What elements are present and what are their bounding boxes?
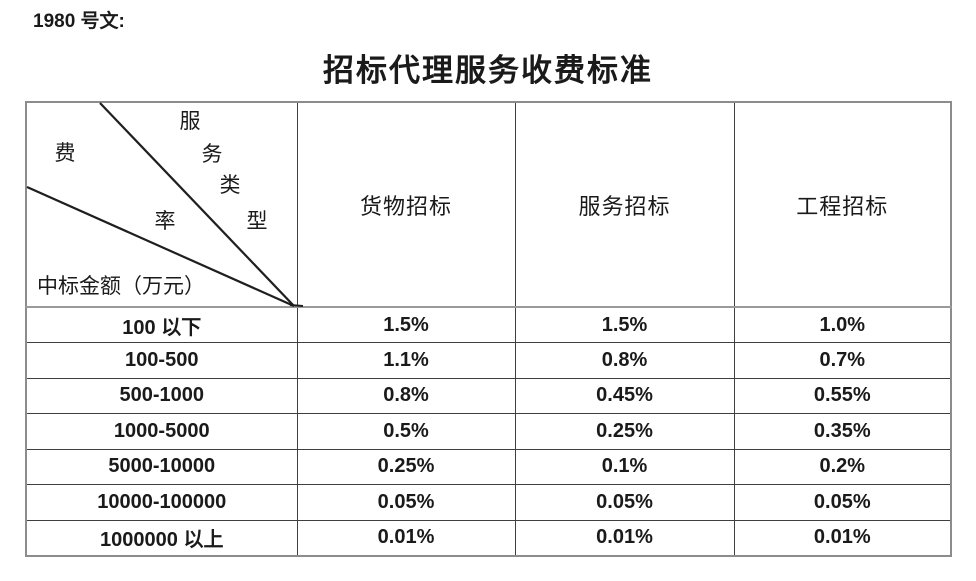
rate-cell: 0.05% (733, 484, 952, 521)
table-row: 5000-10000 0.25% 0.1% 0.2% (25, 448, 952, 485)
amount-range-cell: 1000000 以上 (25, 519, 298, 556)
amount-range-cell: 500-1000 (25, 377, 298, 414)
table-row: 100-500 1.1% 0.8% 0.7% (25, 342, 952, 379)
rate-cell: 0.35% (733, 413, 952, 450)
amount-range-cell: 1000-5000 (25, 413, 298, 450)
diagonal-divider-lines (26, 102, 304, 308)
corner-label-fee-rate-char: 费 (54, 141, 76, 165)
corner-label-service-type-char: 服 (179, 109, 201, 133)
rate-cell: 0.05% (514, 484, 735, 521)
rate-cell: 0.8% (296, 377, 516, 414)
rate-cell: 0.01% (733, 519, 952, 556)
column-header-goods-bidding: 货物招标 (296, 101, 516, 308)
corner-label-fee-rate-char: 率 (154, 209, 176, 233)
table-row: 1000-5000 0.5% 0.25% 0.35% (25, 413, 952, 450)
diagonal-arrow-tip (289, 304, 304, 307)
rate-cell: 1.5% (514, 306, 735, 343)
rate-cell: 0.45% (514, 377, 735, 414)
amount-range-cell: 5000-10000 (25, 448, 298, 485)
table-row: 500-1000 0.8% 0.45% 0.55% (25, 377, 952, 414)
rate-cell: 1.1% (296, 342, 516, 379)
corner-label-service-type-char: 类 (219, 173, 241, 197)
diagonal-line-lower (26, 185, 295, 308)
table-row: 10000-100000 0.05% 0.05% 0.05% (25, 484, 952, 521)
rate-cell: 0.01% (296, 519, 516, 556)
rate-cell: 0.5% (296, 413, 516, 450)
rate-cell: 1.5% (296, 306, 516, 343)
corner-label-service-type-char: 型 (246, 209, 268, 233)
rate-cell: 0.01% (514, 519, 735, 556)
corner-label-service-type-char: 务 (201, 142, 223, 166)
fee-table: 服 务 类 型 费 率 中标金额（万元） 货物招标 服务招标 工程招标 100 … (25, 101, 952, 557)
rate-cell: 0.8% (514, 342, 735, 379)
rate-cell: 0.25% (514, 413, 735, 450)
table-row: 1000000 以上 0.01% 0.01% 0.01% (25, 519, 952, 556)
corner-label-amount: 中标金额（万元） (37, 274, 205, 298)
rate-cell: 0.1% (514, 448, 735, 485)
rate-cell: 0.7% (733, 342, 952, 379)
page-title: 招标代理服务收费标准 (323, 53, 653, 88)
column-header-services-bidding: 服务招标 (514, 101, 735, 308)
doc-reference: 1980 号文: (33, 11, 125, 32)
rate-cell: 0.2% (733, 448, 952, 485)
table-header-row: 服 务 类 型 费 率 中标金额（万元） 货物招标 服务招标 工程招标 (25, 101, 952, 308)
table-row: 100 以下 1.5% 1.5% 1.0% (25, 306, 952, 343)
rate-cell: 0.05% (296, 484, 516, 521)
rate-cell: 0.25% (296, 448, 516, 485)
amount-range-cell: 100-500 (25, 342, 298, 379)
diagonal-line-upper (99, 102, 295, 307)
column-header-works-bidding: 工程招标 (733, 101, 952, 308)
corner-header-cell: 服 务 类 型 费 率 中标金额（万元） (25, 101, 304, 308)
amount-range-cell: 100 以下 (25, 306, 298, 343)
rate-cell: 0.55% (733, 377, 952, 414)
amount-range-cell: 10000-100000 (25, 484, 298, 521)
rate-cell: 1.0% (733, 306, 952, 343)
